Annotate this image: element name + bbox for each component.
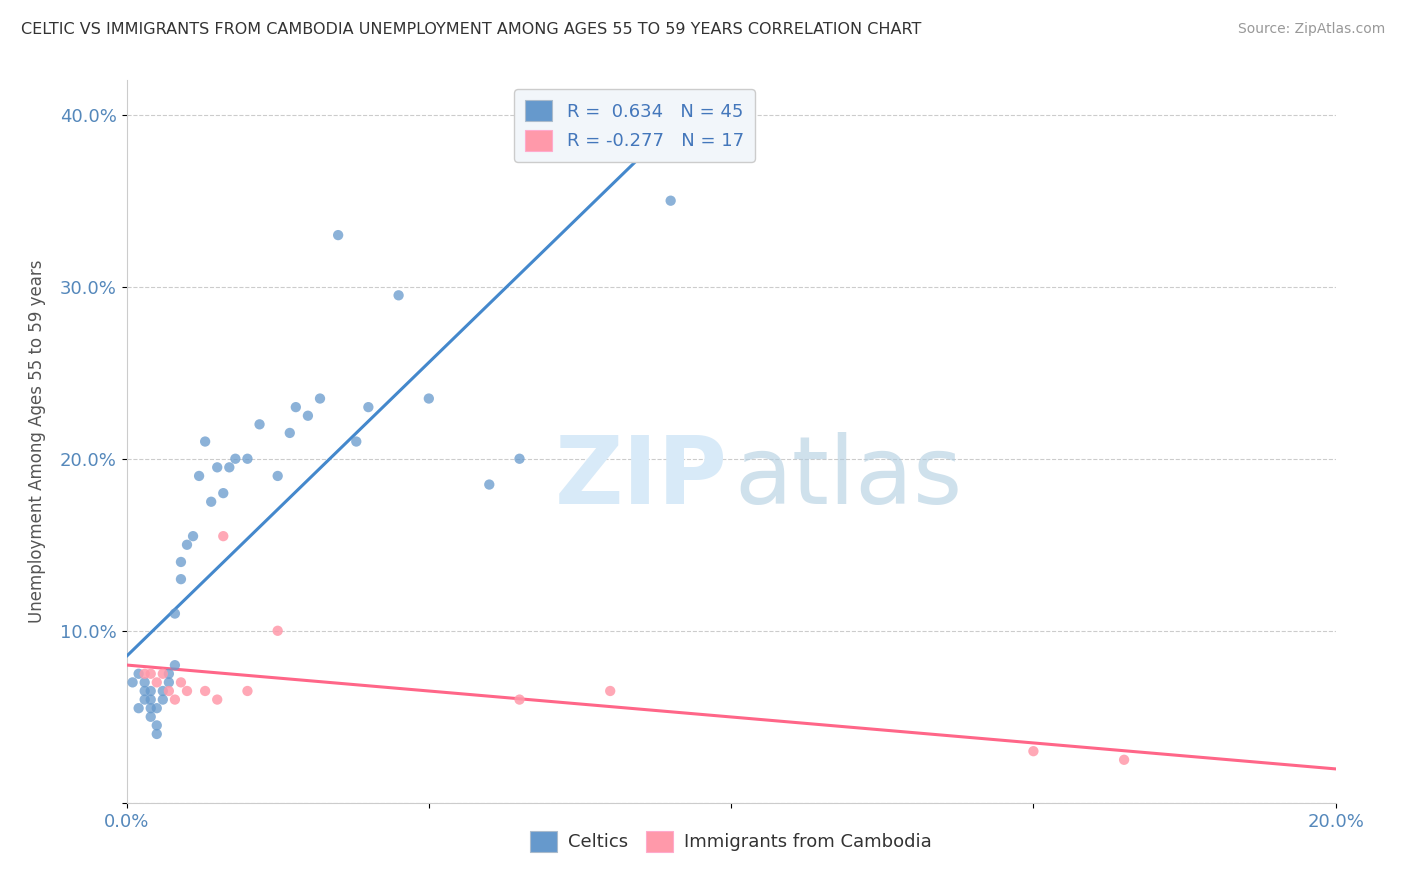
Point bbox=[163, 607, 186, 621]
Point bbox=[599, 684, 621, 698]
Point bbox=[134, 675, 156, 690]
Point bbox=[134, 666, 156, 681]
Point bbox=[212, 529, 235, 543]
Point bbox=[152, 692, 174, 706]
Point bbox=[309, 392, 332, 406]
Text: CELTIC VS IMMIGRANTS FROM CAMBODIA UNEMPLOYMENT AMONG AGES 55 TO 59 YEARS CORREL: CELTIC VS IMMIGRANTS FROM CAMBODIA UNEMP… bbox=[21, 22, 921, 37]
Point bbox=[139, 692, 162, 706]
Point bbox=[357, 400, 380, 414]
Point bbox=[146, 718, 169, 732]
Legend: Celtics, Immigrants from Cambodia: Celtics, Immigrants from Cambodia bbox=[523, 823, 939, 859]
Point bbox=[194, 684, 217, 698]
Point bbox=[121, 675, 143, 690]
Point bbox=[326, 228, 350, 243]
Point bbox=[139, 710, 162, 724]
Point bbox=[157, 675, 180, 690]
Point bbox=[188, 469, 211, 483]
Point bbox=[134, 684, 156, 698]
Point bbox=[278, 425, 301, 440]
Point bbox=[139, 701, 162, 715]
Point bbox=[128, 666, 150, 681]
Point bbox=[344, 434, 367, 449]
Point bbox=[1114, 753, 1136, 767]
Point bbox=[139, 666, 162, 681]
Point bbox=[146, 727, 169, 741]
Point bbox=[146, 675, 169, 690]
Point bbox=[152, 684, 174, 698]
Text: Source: ZipAtlas.com: Source: ZipAtlas.com bbox=[1237, 22, 1385, 37]
Point bbox=[284, 400, 307, 414]
Text: atlas: atlas bbox=[735, 432, 963, 524]
Point bbox=[157, 684, 180, 698]
Point bbox=[267, 469, 290, 483]
Point bbox=[170, 555, 193, 569]
Text: ZIP: ZIP bbox=[554, 432, 727, 524]
Point bbox=[170, 675, 193, 690]
Point bbox=[200, 494, 222, 508]
Point bbox=[139, 684, 162, 698]
Point bbox=[418, 392, 440, 406]
Point bbox=[205, 460, 228, 475]
Point bbox=[249, 417, 271, 432]
Point bbox=[157, 666, 180, 681]
Point bbox=[509, 692, 531, 706]
Point bbox=[478, 477, 501, 491]
Y-axis label: Unemployment Among Ages 55 to 59 years: Unemployment Among Ages 55 to 59 years bbox=[28, 260, 46, 624]
Point bbox=[218, 460, 240, 475]
Point bbox=[181, 529, 204, 543]
Point bbox=[176, 538, 198, 552]
Point bbox=[236, 451, 259, 466]
Point bbox=[146, 701, 169, 715]
Point bbox=[224, 451, 246, 466]
Point bbox=[194, 434, 217, 449]
Point bbox=[297, 409, 319, 423]
Point bbox=[170, 572, 193, 586]
Point bbox=[134, 692, 156, 706]
Point bbox=[163, 692, 186, 706]
Point bbox=[267, 624, 290, 638]
Point bbox=[509, 451, 531, 466]
Point bbox=[128, 701, 150, 715]
Point bbox=[388, 288, 411, 302]
Point bbox=[205, 692, 228, 706]
Point bbox=[236, 684, 259, 698]
Point bbox=[659, 194, 682, 208]
Point bbox=[152, 666, 174, 681]
Point bbox=[163, 658, 186, 673]
Point bbox=[176, 684, 198, 698]
Point bbox=[1022, 744, 1045, 758]
Point bbox=[212, 486, 235, 500]
